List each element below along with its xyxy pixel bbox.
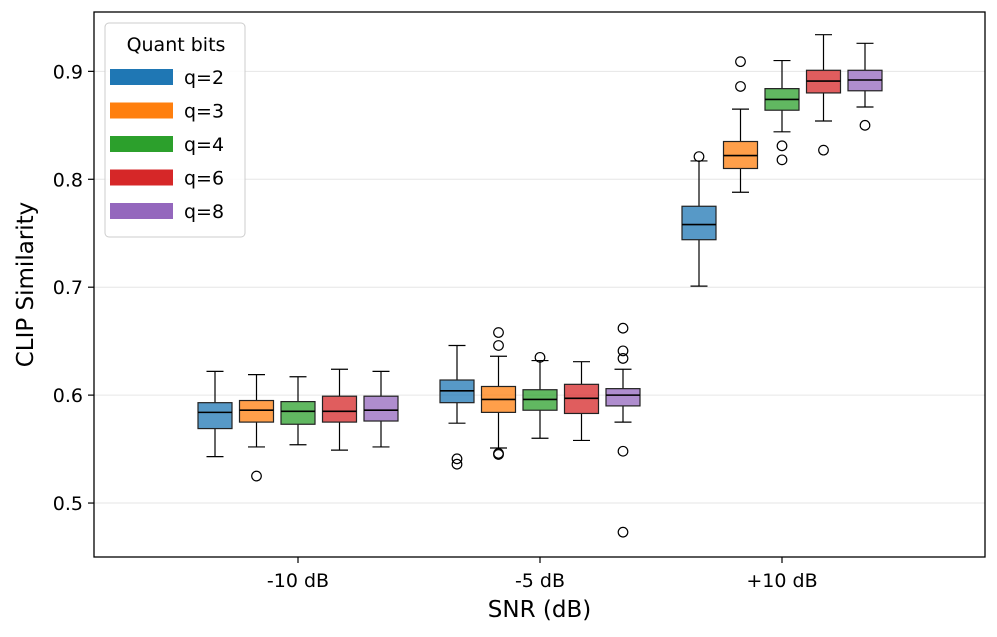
ticks: 0.5 0.6 0.7 0.8 0.9 -10 dB -5 dB +10 dB	[53, 61, 818, 592]
outlier-point	[859, 119, 871, 131]
legend-entries: q=2 q=3 q=4 q=6 q=8	[110, 67, 224, 223]
y-tick-label: 0.5	[53, 493, 83, 515]
outlier-point	[617, 345, 629, 357]
outlier-point	[693, 151, 705, 163]
outlier-point	[617, 353, 629, 364]
box-q6-0	[321, 368, 358, 451]
box-q6-2	[805, 34, 842, 156]
legend-swatch-q3	[110, 102, 173, 119]
box-iqr	[238, 399, 275, 423]
box-q4-0	[280, 376, 316, 446]
box-q2-2	[681, 151, 717, 287]
box-q4-1	[522, 351, 558, 439]
legend-swatch-q6	[110, 169, 173, 186]
box-q6-1	[563, 361, 600, 442]
outlier-point	[735, 56, 746, 68]
box-q4-2	[764, 59, 800, 166]
x-axis-title: SNR (dB)	[488, 597, 591, 623]
box-q8-2	[847, 42, 883, 131]
outlier-point	[493, 449, 504, 460]
box-q2-1	[439, 344, 475, 470]
x-tick-label: -10 dB	[267, 570, 329, 592]
legend-swatch-q8	[110, 203, 173, 219]
y-tick-label: 0.6	[53, 385, 83, 407]
y-tick-label: 0.9	[53, 61, 83, 83]
legend: Quant bits q=2 q=3 q=4 q=6 q=8	[104, 22, 246, 238]
boxes	[197, 34, 883, 538]
box-iqr	[681, 205, 717, 241]
outlier-point	[493, 327, 504, 338]
box-iqr	[605, 388, 641, 407]
outlier-point	[776, 154, 788, 166]
x-tick-label: +10 dB	[746, 570, 817, 592]
box-iqr	[321, 395, 358, 423]
outlier-point	[451, 458, 463, 470]
outlier-point	[617, 526, 629, 538]
x-tick-label: -5 dB	[515, 570, 565, 592]
legend-label-q3: q=3	[184, 101, 224, 123]
y-tick-label: 0.7	[53, 277, 83, 299]
outlier-point	[493, 340, 504, 351]
outlier-point	[776, 140, 788, 152]
box-q3-1	[480, 327, 517, 460]
box-iqr	[363, 395, 399, 422]
box-q8-1	[605, 322, 641, 538]
box-q3-2	[722, 56, 759, 193]
outlier-point	[735, 81, 746, 92]
legend-label-q4: q=4	[184, 134, 224, 156]
box-q2-0	[197, 370, 233, 458]
legend-title: Quant bits	[127, 34, 226, 56]
legend-label-q6: q=6	[184, 168, 224, 190]
outlier-point	[818, 144, 829, 156]
box-iqr	[197, 402, 233, 430]
outlier-point	[251, 470, 262, 482]
outlier-point	[534, 351, 546, 363]
box-q8-0	[363, 370, 399, 448]
outlier-point	[451, 453, 463, 465]
y-axis-title: CLIP Similarity	[13, 202, 39, 368]
legend-label-q2: q=2	[184, 67, 224, 89]
box-q3-0	[238, 374, 275, 482]
outlier-point	[617, 445, 629, 457]
outlier-point	[617, 322, 629, 334]
y-tick-label: 0.8	[53, 169, 83, 191]
legend-swatch-q4	[110, 136, 173, 152]
legend-label-q8: q=8	[184, 201, 224, 223]
box-iqr	[280, 400, 316, 425]
legend-swatch-q2	[110, 69, 173, 85]
